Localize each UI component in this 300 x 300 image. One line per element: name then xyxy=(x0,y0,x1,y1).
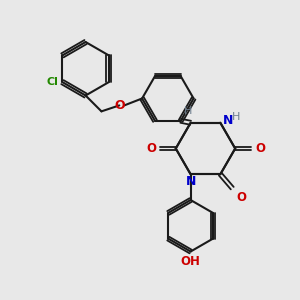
Text: O: O xyxy=(146,142,156,155)
Text: N: N xyxy=(185,175,196,188)
Text: O: O xyxy=(114,99,124,112)
Text: O: O xyxy=(236,191,246,204)
Text: H: H xyxy=(232,112,241,122)
Text: N: N xyxy=(223,114,234,127)
Text: OH: OH xyxy=(181,256,201,268)
Text: H: H xyxy=(184,106,192,116)
Text: Cl: Cl xyxy=(46,77,58,87)
Text: O: O xyxy=(255,142,265,155)
